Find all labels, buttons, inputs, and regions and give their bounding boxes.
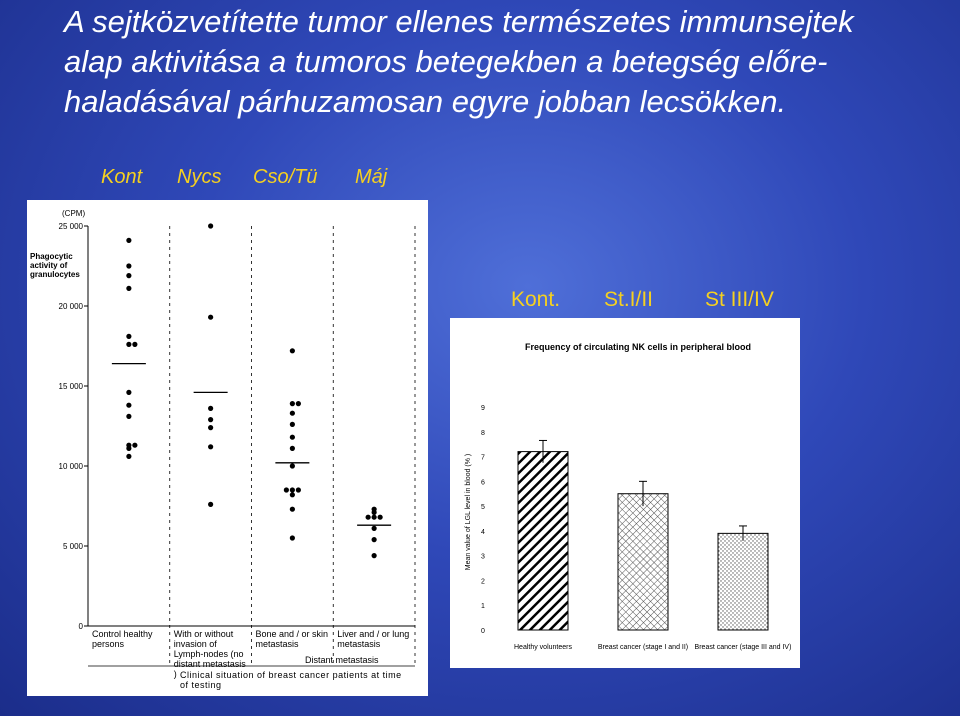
y-tick-label: 3: [481, 554, 485, 561]
group-label: Nycs: [177, 166, 222, 188]
group-label: Kont.: [511, 288, 561, 311]
y-tick-label: 0: [481, 628, 485, 635]
group-label: St III/IV: [705, 288, 774, 311]
x-tick-label: Healthy volunteers: [514, 644, 572, 651]
data-point: [371, 553, 377, 559]
data-point: [371, 509, 377, 515]
data-point: [208, 444, 214, 450]
y-tick-label: 15 000: [59, 382, 84, 391]
data-point: [126, 285, 132, 291]
data-point: [289, 421, 295, 427]
y-axis-title: Mean value of LGL level in blood (% ): [465, 454, 472, 570]
data-point: [126, 453, 132, 459]
y-unit: (CPM): [62, 209, 85, 218]
data-point: [371, 514, 377, 520]
group-label: Distant metastasis: [305, 655, 379, 665]
x-tick-label: Breast cancer (stage III and IV): [695, 644, 792, 651]
y-tick-label: 20 000: [59, 302, 84, 311]
data-point: [283, 487, 289, 493]
y-tick-label: 25 000: [59, 222, 84, 231]
group-label: St.I/II: [604, 288, 654, 311]
data-point: [208, 314, 214, 320]
x-tick-label: With or without invasion of Lymph-nodes …: [173, 629, 246, 679]
data-point: [126, 333, 132, 339]
y-axis-title: Phagocytic activity of granulocytes: [30, 252, 80, 279]
data-point: [371, 525, 377, 532]
y-tick-label: 6: [481, 479, 485, 486]
data-point: [289, 410, 295, 416]
data-point: [132, 442, 138, 448]
x-tick-label: Bone and / or skin metastasis: [255, 629, 329, 649]
data-point: [208, 501, 214, 507]
data-point: [289, 535, 295, 541]
y-tick-label: 1: [481, 603, 485, 610]
data-point: [295, 487, 301, 493]
chart-title: Frequency of circulating NK cells in per…: [525, 342, 751, 352]
group-label: Kont: [101, 166, 143, 188]
slide-title: A sejtközvetítette tumor ellenes termész…: [64, 4, 854, 119]
data-point: [126, 273, 132, 279]
y-tick-label: 9: [481, 405, 485, 412]
data-point: [208, 405, 214, 411]
y-tick-label: 2: [481, 578, 485, 585]
y-tick-label: 7: [481, 455, 485, 462]
data-point: [126, 389, 132, 395]
y-tick-label: 8: [481, 430, 485, 437]
group-label: Máj: [355, 166, 388, 188]
y-tick-label: 10 000: [59, 462, 84, 471]
data-point: [289, 401, 295, 407]
x-tick-label: Liver and / or lung metastasis: [337, 629, 410, 649]
group-label: Cso/Tü: [253, 166, 318, 188]
chart-panel: [27, 200, 428, 696]
data-point: [126, 413, 132, 419]
data-point: [295, 401, 301, 407]
data-point: [126, 445, 132, 451]
data-point: [132, 341, 138, 347]
data-point: [126, 402, 132, 408]
bar: [717, 532, 769, 631]
data-point: [289, 434, 295, 440]
data-point: [289, 445, 295, 451]
bar: [617, 493, 669, 631]
data-point: [371, 537, 377, 543]
data-point: [126, 237, 132, 243]
x-axis-title: Clinical situation of breast cancer pati…: [180, 670, 402, 690]
bar: [517, 451, 569, 631]
data-point: [289, 506, 295, 512]
x-tick-label: Control healthy persons: [92, 629, 153, 649]
data-point: [126, 341, 132, 347]
data-point: [365, 514, 371, 520]
data-point: [289, 463, 295, 469]
y-tick-label: 0: [79, 622, 84, 631]
data-point: [377, 514, 383, 520]
data-point: [208, 417, 214, 423]
data-point: [208, 425, 214, 431]
data-point: [208, 223, 214, 229]
y-tick-label: 5: [481, 504, 485, 511]
y-tick-label: 5 000: [63, 542, 84, 551]
x-tick-label: Breast cancer (stage I and II): [598, 644, 688, 651]
y-tick-label: 4: [481, 529, 485, 536]
data-point: [289, 492, 295, 498]
data-point: [126, 263, 132, 269]
data-point: [289, 348, 295, 354]
data-point: [289, 487, 295, 493]
